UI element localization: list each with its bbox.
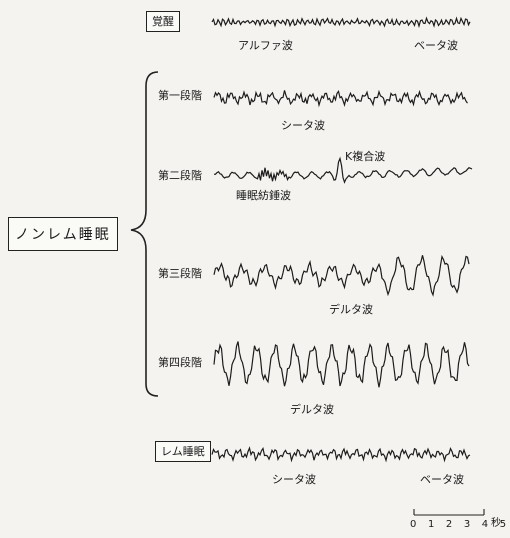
theta-wave-label: シータ波 [281,119,325,132]
beta-wave-label: ベータ波 [414,39,458,52]
k-complex-label: K複合波 [345,150,386,163]
trace-stage4 [213,341,470,388]
trace-label-stage3: 第三段階 [158,267,202,280]
scale-ticks: 0 1 2 3 4 5 [410,519,510,530]
trace-label-stage4: 第四段階 [158,356,202,369]
trace-label-stage2: 第二段階 [158,169,202,182]
trace-label-stage1: 第一段階 [158,89,202,102]
trace-stage3 [213,254,470,297]
trace-label-wake: 覚醒 [146,11,180,32]
trace-stage1 [213,89,468,108]
delta-wave-label-stage4: デルタ波 [290,403,334,416]
nonrem-brace [130,71,159,397]
nonrem-sleep-label: ノンレム睡眠 [8,217,118,251]
delta-wave-label-stage3: デルタ波 [329,303,373,316]
trace-label-rem: レム睡眠 [155,441,211,462]
sleep-spindle-label: 睡眠紡錘波 [236,189,291,202]
rem-beta-wave-label: ベータ波 [420,473,464,486]
scale-bar [413,509,485,516]
alpha-wave-label: アルファ波 [238,39,293,52]
scale-unit: 秒 [491,518,501,529]
rem-theta-wave-label: シータ波 [272,473,316,486]
trace-wake [211,16,471,29]
trace-stage2 [213,156,473,184]
trace-rem [211,446,471,463]
